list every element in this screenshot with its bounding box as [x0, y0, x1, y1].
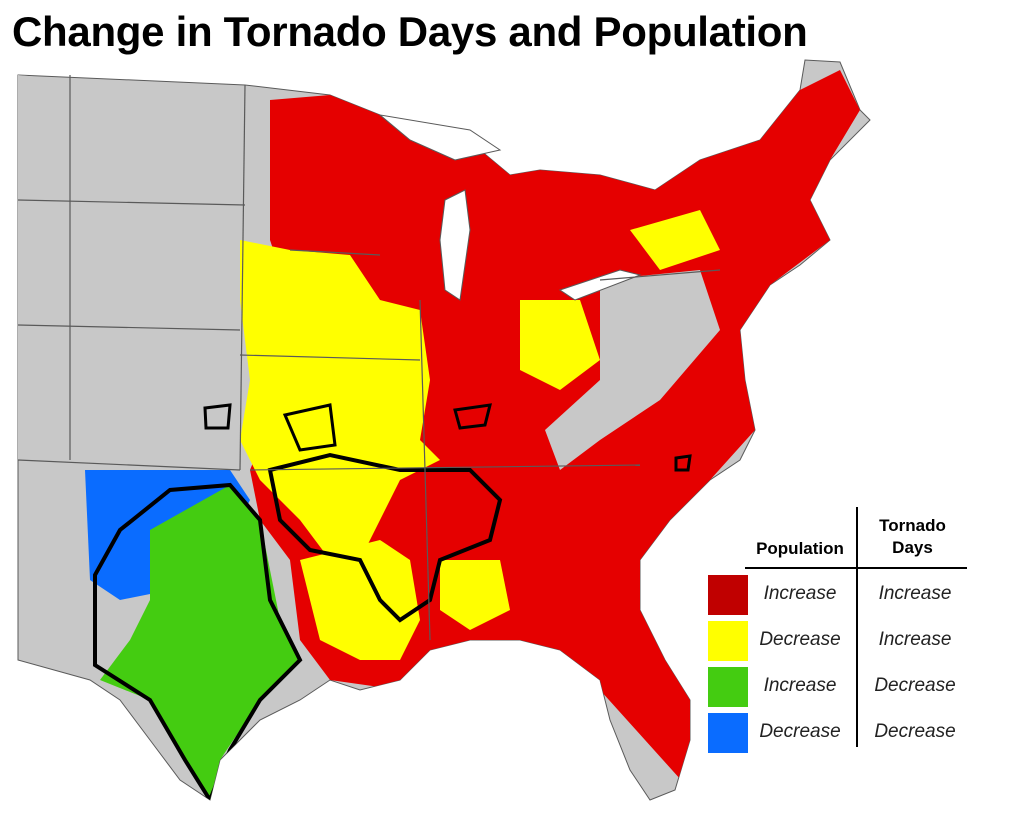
outline-carolina-region: [674, 454, 692, 472]
outline-kentucky-region: [453, 403, 492, 430]
region-decrease-increase-mississippi: [300, 540, 420, 660]
legend-tornado-header: Tornado Days: [879, 516, 946, 557]
state-borders: [17, 75, 721, 641]
legend-row: Increase Increase: [708, 575, 973, 615]
legend-swatch-blue: [708, 713, 748, 753]
legend-row: Decrease Increase: [708, 621, 973, 661]
legend-population-header: Population: [756, 539, 844, 558]
legend-row: Increase Decrease: [708, 667, 973, 707]
legend-population-value: Decrease: [759, 629, 841, 650]
region-decrease-increase-ohio: [520, 300, 600, 390]
outline-missouri-region: [282, 403, 337, 452]
outline-kansas-region: [203, 403, 232, 430]
legend-tornado-value: Increase: [878, 583, 952, 604]
region-no-change-plains: [18, 75, 270, 470]
legend-tornado-value: Increase: [878, 629, 952, 650]
region-decrease-increase-central: [240, 240, 440, 560]
legend-row: Decrease Decrease: [708, 713, 973, 753]
region-decrease-increase-alabama: [440, 560, 510, 630]
legend: Population Tornado Days Increase Increas…: [700, 505, 975, 755]
lake-superior: [378, 114, 502, 161]
legend-population-value: Increase: [763, 583, 837, 604]
outline-texas-region: [93, 482, 303, 800]
lake-erie: [558, 269, 642, 301]
legend-swatch-yellow: [708, 621, 748, 661]
legend-divider-vertical: [856, 507, 858, 747]
region-no-change-appalachia: [545, 270, 720, 470]
outline-midsouth-region: [267, 452, 503, 623]
legend-population-value: Increase: [763, 675, 837, 696]
lake-michigan: [439, 189, 471, 301]
map-title: Change in Tornado Days and Population: [12, 8, 808, 55]
legend-tornado-value: Decrease: [874, 721, 956, 742]
legend-population-value: Decrease: [759, 721, 841, 742]
legend-divider-horizontal: [745, 567, 967, 569]
legend-swatch-green: [708, 667, 748, 707]
legend-tornado-value: Decrease: [874, 675, 956, 696]
region-decrease-increase-newyork: [630, 210, 720, 270]
us-county-map: [17, 59, 871, 801]
region-increase-decrease-texas: [100, 485, 300, 800]
legend-swatch-red: [708, 575, 748, 615]
